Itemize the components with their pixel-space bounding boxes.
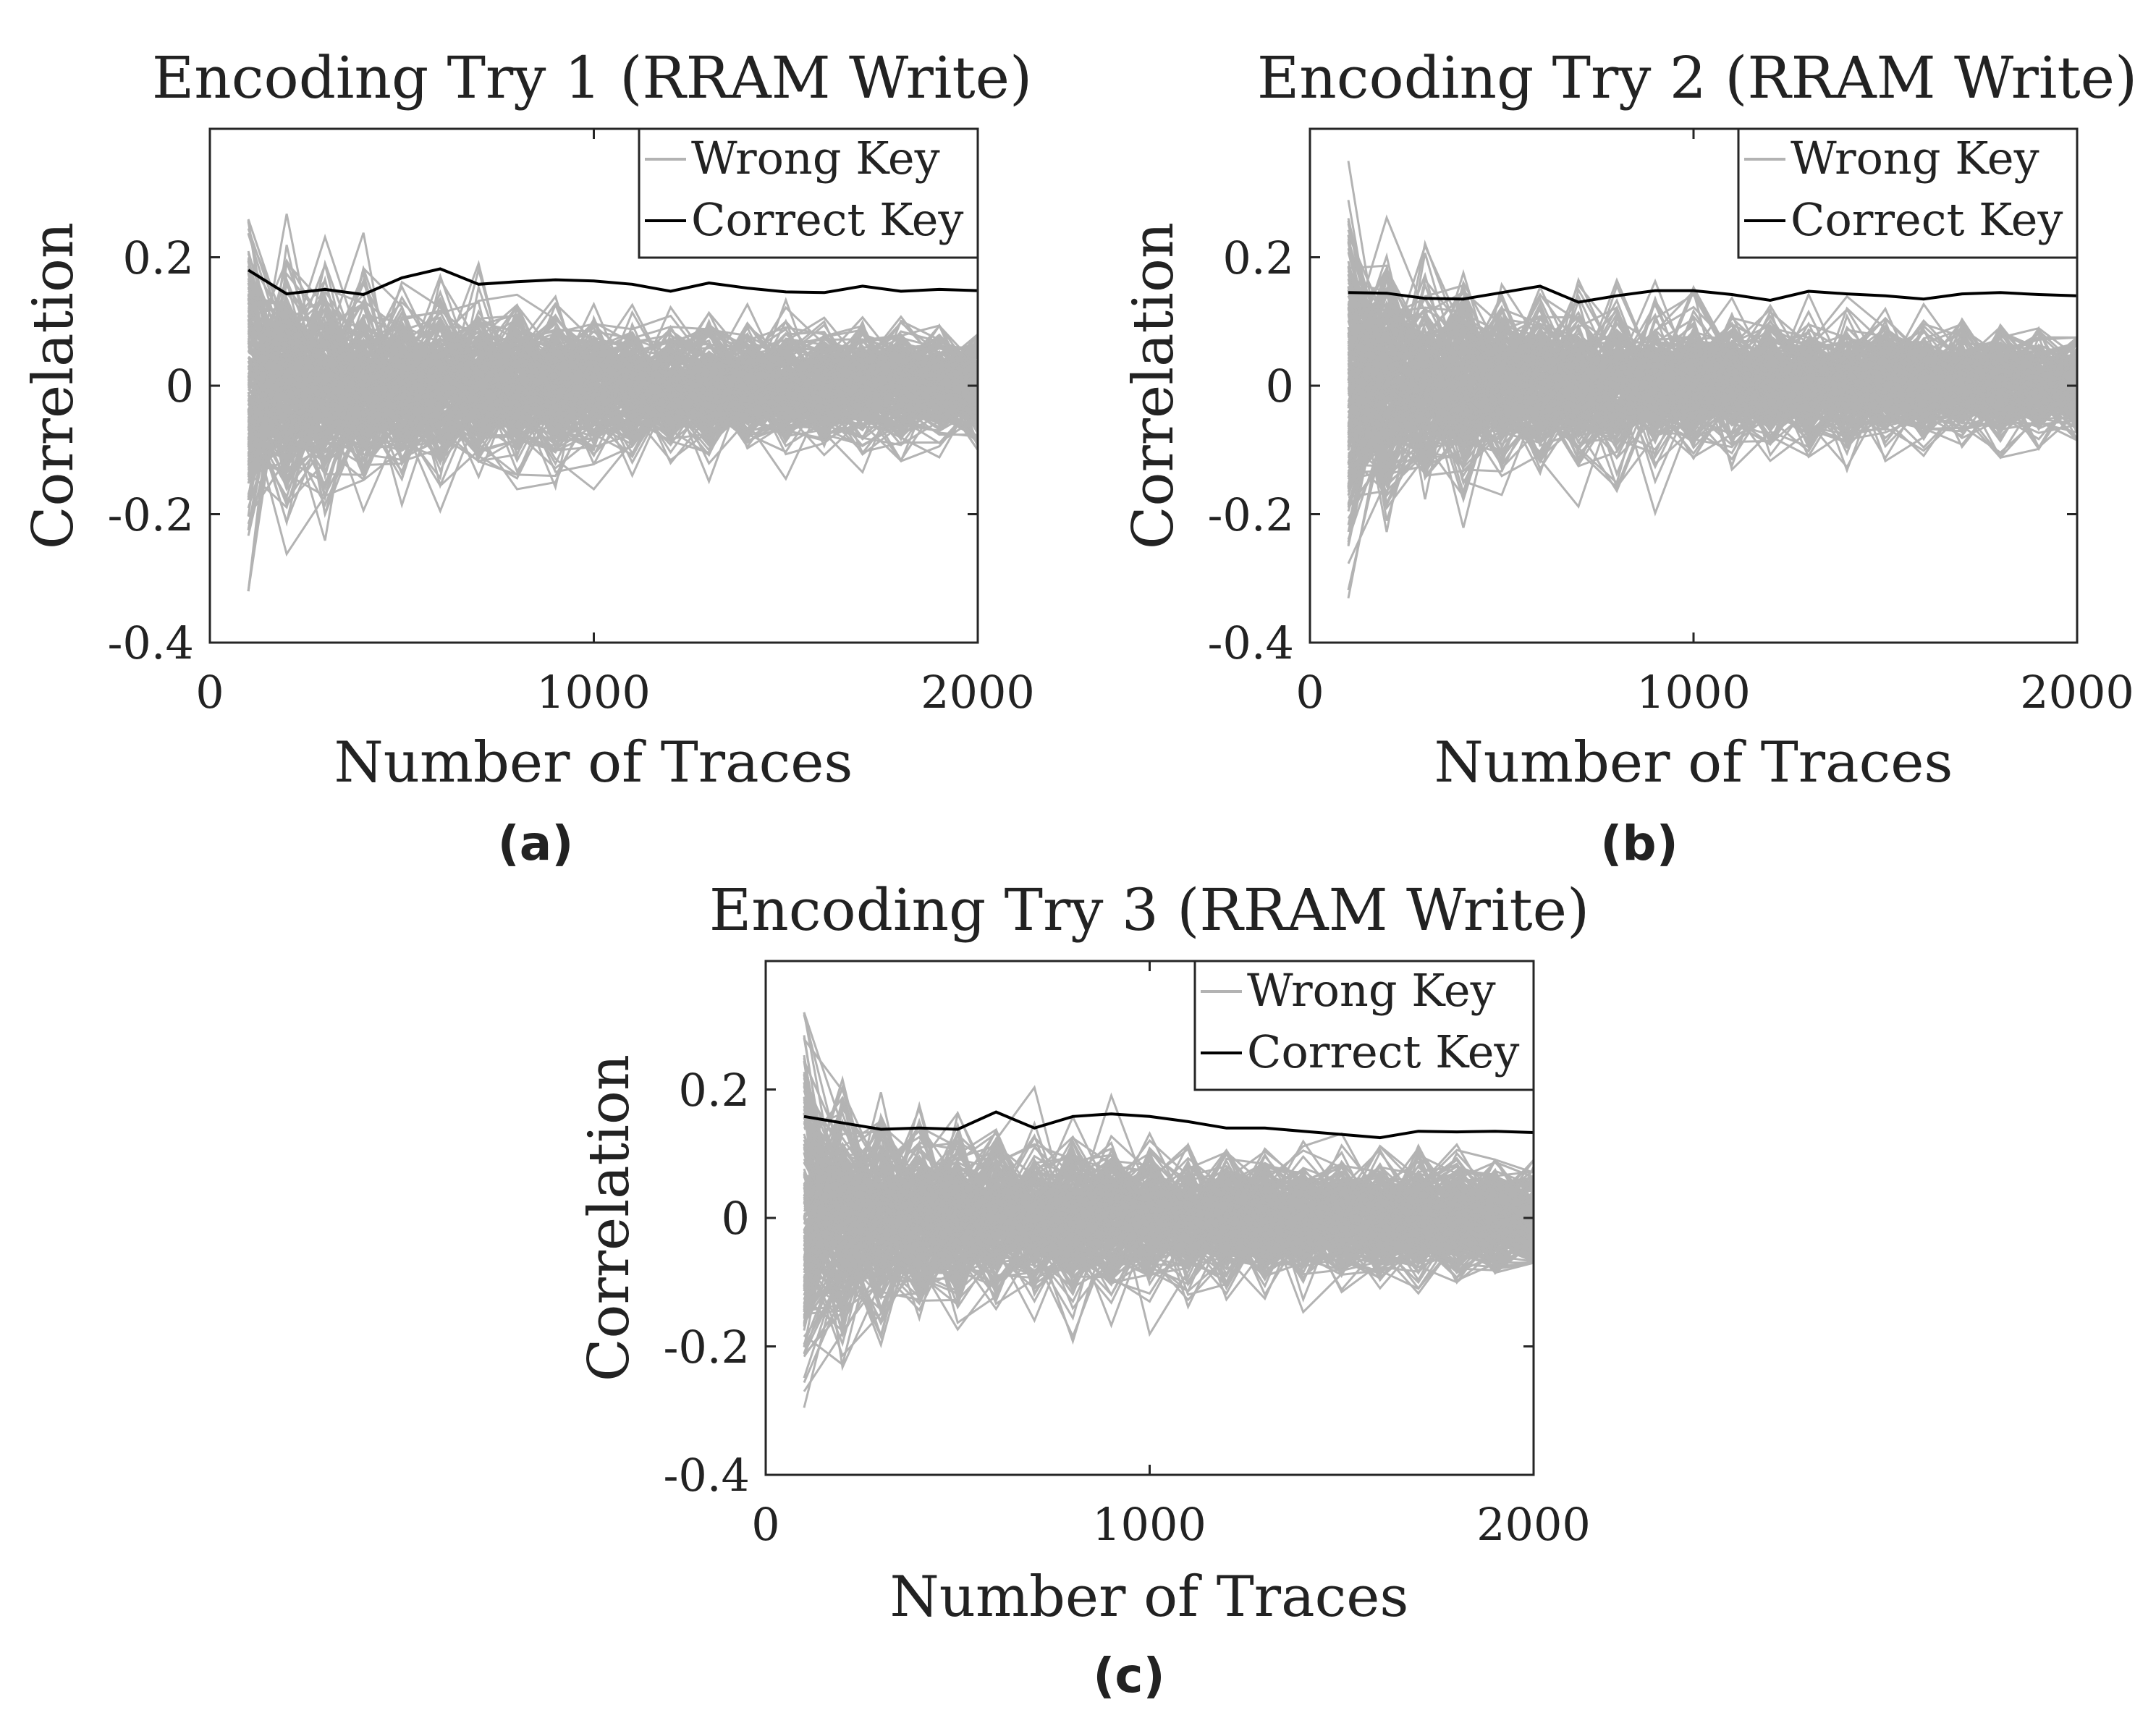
wrong-key-lines	[247, 213, 979, 592]
wrong-key-line	[803, 1106, 1535, 1287]
wrong-key-line	[1348, 253, 2078, 467]
y-tick-label: 0	[722, 1192, 750, 1245]
wrong-key-line	[803, 1139, 1534, 1303]
wrong-key-line	[1347, 274, 2079, 447]
x-tick-label: 1000	[1636, 666, 1751, 719]
wrong-key-line	[803, 1143, 1535, 1293]
y-axis-label: Correlation	[577, 1054, 642, 1381]
x-tick-label: 0	[195, 666, 224, 719]
wrong-key-line	[1348, 297, 2078, 440]
y-tick-label: -0.2	[663, 1321, 750, 1374]
wrong-key-line	[1348, 314, 2079, 444]
wrong-key-line	[1348, 382, 2078, 499]
legend: Wrong Key Correct Key	[638, 127, 979, 259]
wrong-key-line	[248, 295, 979, 467]
correct-key-line	[248, 267, 978, 297]
correct-key-line	[1348, 284, 2078, 304]
y-axis-label: Correlation	[21, 222, 86, 549]
wrong-key-line	[803, 1139, 1534, 1276]
panel-label: (c)	[1093, 1648, 1164, 1704]
wrong-key-line	[1347, 352, 2079, 470]
y-tick-label: 0.2	[678, 1064, 750, 1117]
legend-box	[1737, 127, 2079, 259]
legend-label-correct-key: Correct Key	[1791, 193, 2063, 246]
y-tick-label: 0.2	[1222, 232, 1294, 284]
wrong-key-line	[803, 1116, 1534, 1284]
x-tick-label: 2000	[921, 666, 1035, 719]
x-tick-label: 1000	[536, 666, 651, 719]
legend-label-correct-key: Correct Key	[691, 193, 963, 246]
x-tick-label: 0	[751, 1498, 779, 1551]
y-tick-label: -0.2	[1207, 488, 1294, 541]
correct-key-line-group	[803, 1110, 1534, 1140]
legend-label-wrong-key: Wrong Key	[1791, 132, 2039, 185]
wrong-key-line	[247, 298, 978, 438]
wrong-key-line	[248, 330, 978, 421]
legend-box	[638, 127, 979, 259]
wrong-key-line	[248, 357, 979, 436]
chart-panel-c: Encoding Try 3 (RRAM Write) 0 1000 2000 …	[577, 876, 1591, 1704]
x-tick-label: 0	[1295, 666, 1324, 719]
wrong-key-line	[247, 329, 978, 462]
y-tick-label: -0.4	[1207, 617, 1294, 669]
wrong-key-line	[1347, 294, 2078, 400]
y-tick-label: 0.2	[122, 232, 194, 284]
wrong-key-line	[1347, 350, 2079, 598]
correct-key-line-group	[1348, 284, 2078, 304]
wrong-key-line	[803, 1148, 1534, 1311]
legend-label-wrong-key: Wrong Key	[691, 132, 940, 185]
legend-label-correct-key: Correct Key	[1247, 1025, 1519, 1078]
wrong-key-lines	[803, 1012, 1535, 1408]
correct-key-line-group	[248, 267, 978, 297]
y-tick-label: 0	[1266, 360, 1294, 412]
legend: Wrong Key Correct Key	[1737, 127, 2079, 259]
panel-label: (a)	[498, 816, 574, 871]
x-tick-label: 2000	[2020, 666, 2134, 719]
wrong-key-line	[247, 324, 979, 423]
legend-label-wrong-key: Wrong Key	[1247, 964, 1496, 1017]
wrong-key-line	[1347, 265, 2078, 436]
wrong-key-line	[803, 1151, 1534, 1269]
y-axis-label: Correlation	[1121, 222, 1186, 549]
wrong-key-line	[803, 1177, 1534, 1315]
wrong-key-line	[803, 1168, 1534, 1266]
x-axis-label: Number of Traces	[334, 730, 853, 795]
wrong-key-line	[247, 322, 978, 457]
tick-marks	[208, 129, 979, 644]
wrong-key-line	[803, 1144, 1534, 1326]
legend: Wrong Key Correct Key	[1193, 960, 1535, 1091]
chart-title: Encoding Try 1 (RRAM Write)	[152, 44, 1032, 111]
wrong-key-line	[803, 1106, 1534, 1279]
wrong-key-line	[247, 350, 978, 456]
wrong-key-line	[248, 340, 978, 462]
y-tick-label: -0.4	[663, 1449, 750, 1502]
wrong-key-line	[803, 1159, 1534, 1291]
wrong-key-line	[247, 326, 978, 501]
wrong-key-line	[1347, 343, 2079, 496]
wrong-key-lines	[1347, 161, 2079, 598]
wrong-key-line	[1347, 326, 2078, 533]
chart-title: Encoding Try 3 (RRAM Write)	[709, 876, 1589, 944]
y-tick-label: -0.4	[107, 617, 194, 669]
chart-title: Encoding Try 2 (RRAM Write)	[1257, 44, 2137, 111]
x-axis-label: Number of Traces	[1434, 730, 1953, 795]
x-tick-label: 1000	[1092, 1498, 1206, 1551]
wrong-key-line	[247, 219, 979, 411]
chart-panel-a: Encoding Try 1 (RRAM Write) 0 1000 2000 …	[21, 44, 1035, 871]
wrong-key-line	[247, 306, 978, 501]
wrong-key-line	[248, 337, 978, 445]
chart-panel-b: Encoding Try 2 (RRAM Write) 0 1000 2000 …	[1121, 44, 2137, 871]
wrong-key-line	[803, 1120, 1534, 1247]
legend-box	[1193, 960, 1535, 1091]
correct-key-line	[803, 1110, 1534, 1140]
wrong-key-line	[803, 1151, 1534, 1308]
wrong-key-line	[803, 1191, 1535, 1303]
y-tick-label: 0	[166, 360, 194, 412]
x-axis-label: Number of Traces	[890, 1565, 1409, 1630]
y-tick-label: -0.2	[107, 488, 194, 541]
x-tick-label: 2000	[1476, 1498, 1591, 1551]
panel-label: (b)	[1600, 816, 1678, 871]
